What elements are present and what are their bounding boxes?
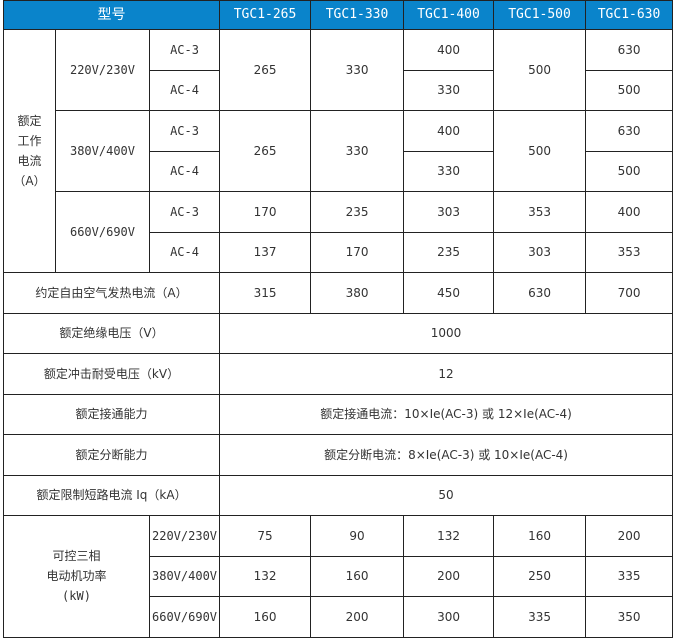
value-cell: 330 xyxy=(403,69,495,111)
value-cell: 630 xyxy=(493,272,587,314)
value-cell: 265 xyxy=(219,110,312,192)
table-row: AC-4 137 170 235 303 353 xyxy=(4,231,674,273)
label-line: （A） xyxy=(13,174,46,188)
thermal-label: 约定自由空气发热电流（A） xyxy=(2,272,221,314)
value-cell: 132 xyxy=(219,555,312,597)
value-cell: 335 xyxy=(493,596,587,638)
voltage-cell: 220V/230V xyxy=(148,515,221,557)
table-row: 额定分断能力 额定分断电流：8×Ie(AC-3) 或 10×Ie(AC-4) xyxy=(2,434,674,476)
value-cell: 303 xyxy=(403,191,495,233)
voltage-cell: 380V/400V xyxy=(55,110,150,192)
label-line: 可控三相 xyxy=(52,549,101,564)
value-cell: 200 xyxy=(310,596,405,638)
model-header: TGC1-630 xyxy=(585,0,674,30)
table-row: 额定冲击耐受电压（kV） 12 xyxy=(2,353,674,395)
model-header: TGC1-400 xyxy=(403,0,495,30)
voltage-cell: 660V/690V xyxy=(148,596,221,638)
value-cell: 400 xyxy=(403,110,495,152)
value-cell: 160 xyxy=(219,596,312,638)
insulation-value: 1000 xyxy=(219,312,674,354)
value-cell: 500 xyxy=(493,29,587,111)
value-cell: 330 xyxy=(403,150,495,192)
model-header: TGC1-500 xyxy=(493,0,587,30)
value-cell: 160 xyxy=(310,555,405,597)
voltage-cell: 380V/400V xyxy=(148,555,221,597)
value-cell: 450 xyxy=(403,272,495,314)
label-line: 电动机功率 xyxy=(46,569,107,584)
label-line: (kW) xyxy=(62,589,91,604)
value-cell: 160 xyxy=(493,515,587,557)
value-cell: 500 xyxy=(585,69,674,111)
category-cell: AC-4 xyxy=(148,150,221,192)
table-row: 额定 工作 电流 （A） 220V/230V AC-3 265 330 400 … xyxy=(3,29,674,273)
value-cell: 90 xyxy=(310,515,405,557)
category-cell: AC-3 xyxy=(148,110,221,152)
insulation-label: 额定绝缘电压（V） xyxy=(2,312,221,354)
category-cell: AC-3 xyxy=(148,29,221,71)
breaking-label: 额定分断能力 xyxy=(2,434,221,476)
breaking-value: 额定分断电流：8×Ie(AC-3) 或 10×Ie(AC-4) xyxy=(219,434,674,476)
value-cell: 137 xyxy=(219,231,312,273)
value-cell: 400 xyxy=(403,29,495,71)
value-cell: 353 xyxy=(585,231,674,273)
impulse-value: 12 xyxy=(219,353,674,395)
value-cell: 170 xyxy=(219,191,312,233)
value-cell: 75 xyxy=(219,515,312,557)
rated-current-label: 额定 工作 电流 （A） xyxy=(3,29,56,273)
value-cell: 235 xyxy=(310,191,405,233)
value-cell: 630 xyxy=(585,110,674,152)
value-cell: 350 xyxy=(585,596,674,638)
value-cell: 500 xyxy=(493,110,587,192)
short-circuit-value: 50 xyxy=(219,474,674,516)
short-circuit-label: 额定限制短路电流 Iq（kA） xyxy=(2,474,221,516)
value-cell: 265 xyxy=(219,29,312,111)
motor-power-label: 可控三相 电动机功率 (kW) xyxy=(3,515,150,638)
value-cell: 380 xyxy=(310,272,405,314)
table-row: 可控三相 电动机功率 (kW) 220V/230V 75 90 132 160 … xyxy=(3,515,674,638)
making-label: 额定接通能力 xyxy=(2,393,221,435)
category-cell: AC-4 xyxy=(148,231,221,273)
value-cell: 400 xyxy=(585,191,674,233)
value-cell: 200 xyxy=(585,515,674,557)
value-cell: 132 xyxy=(403,515,495,557)
table-row: 约定自由空气发热电流（A） 315 380 450 630 700 xyxy=(2,272,674,314)
value-cell: 330 xyxy=(310,29,405,111)
model-header: TGC1-330 xyxy=(310,0,405,30)
value-cell: 170 xyxy=(310,231,405,273)
value-cell: 315 xyxy=(219,272,312,314)
table-row: 额定接通能力 额定接通电流：10×Ie(AC-3) 或 12×Ie(AC-4) xyxy=(2,393,674,435)
label-line: 额定 xyxy=(17,114,42,128)
table-row: AC-4 330 500 xyxy=(4,69,674,111)
voltage-cell: 660V/690V xyxy=(55,191,150,273)
table-row: 额定绝缘电压（V） 1000 xyxy=(2,312,674,354)
value-cell: 303 xyxy=(493,231,587,273)
value-cell: 700 xyxy=(585,272,674,314)
making-value: 额定接通电流：10×Ie(AC-3) 或 12×Ie(AC-4) xyxy=(219,393,674,435)
label-line: 电流 xyxy=(17,154,42,168)
table-row: 660V/690V AC-3 170 235 303 353 400 xyxy=(4,191,674,273)
category-cell: AC-4 xyxy=(148,69,221,111)
value-cell: 250 xyxy=(493,555,587,597)
table-row: 380V/400V AC-3 265 330 400 500 630 xyxy=(4,110,674,192)
header-row: 型号 TGC1-265 TGC1-330 TGC1-400 TGC1-500 T… xyxy=(2,0,674,30)
value-cell: 500 xyxy=(585,150,674,192)
label-line: 工作 xyxy=(17,134,42,148)
table-row: 380V/400V 132 160 200 250 335 xyxy=(4,555,674,597)
value-cell: 335 xyxy=(585,555,674,597)
table-row: AC-4 330 500 xyxy=(4,150,674,192)
table-row: 额定限制短路电流 Iq（kA） 50 xyxy=(2,474,674,516)
table-row: 660V/690V 160 200 300 335 350 xyxy=(4,596,674,638)
value-cell: 630 xyxy=(585,29,674,71)
value-cell: 353 xyxy=(493,191,587,233)
value-cell: 235 xyxy=(403,231,495,273)
model-header: TGC1-265 xyxy=(219,0,312,30)
value-cell: 200 xyxy=(403,555,495,597)
voltage-cell: 220V/230V xyxy=(55,29,150,111)
impulse-label: 额定冲击耐受电压（kV） xyxy=(2,353,221,395)
model-header: 型号 xyxy=(2,0,221,30)
value-cell: 330 xyxy=(310,110,405,192)
value-cell: 300 xyxy=(403,596,495,638)
category-cell: AC-3 xyxy=(148,191,221,233)
